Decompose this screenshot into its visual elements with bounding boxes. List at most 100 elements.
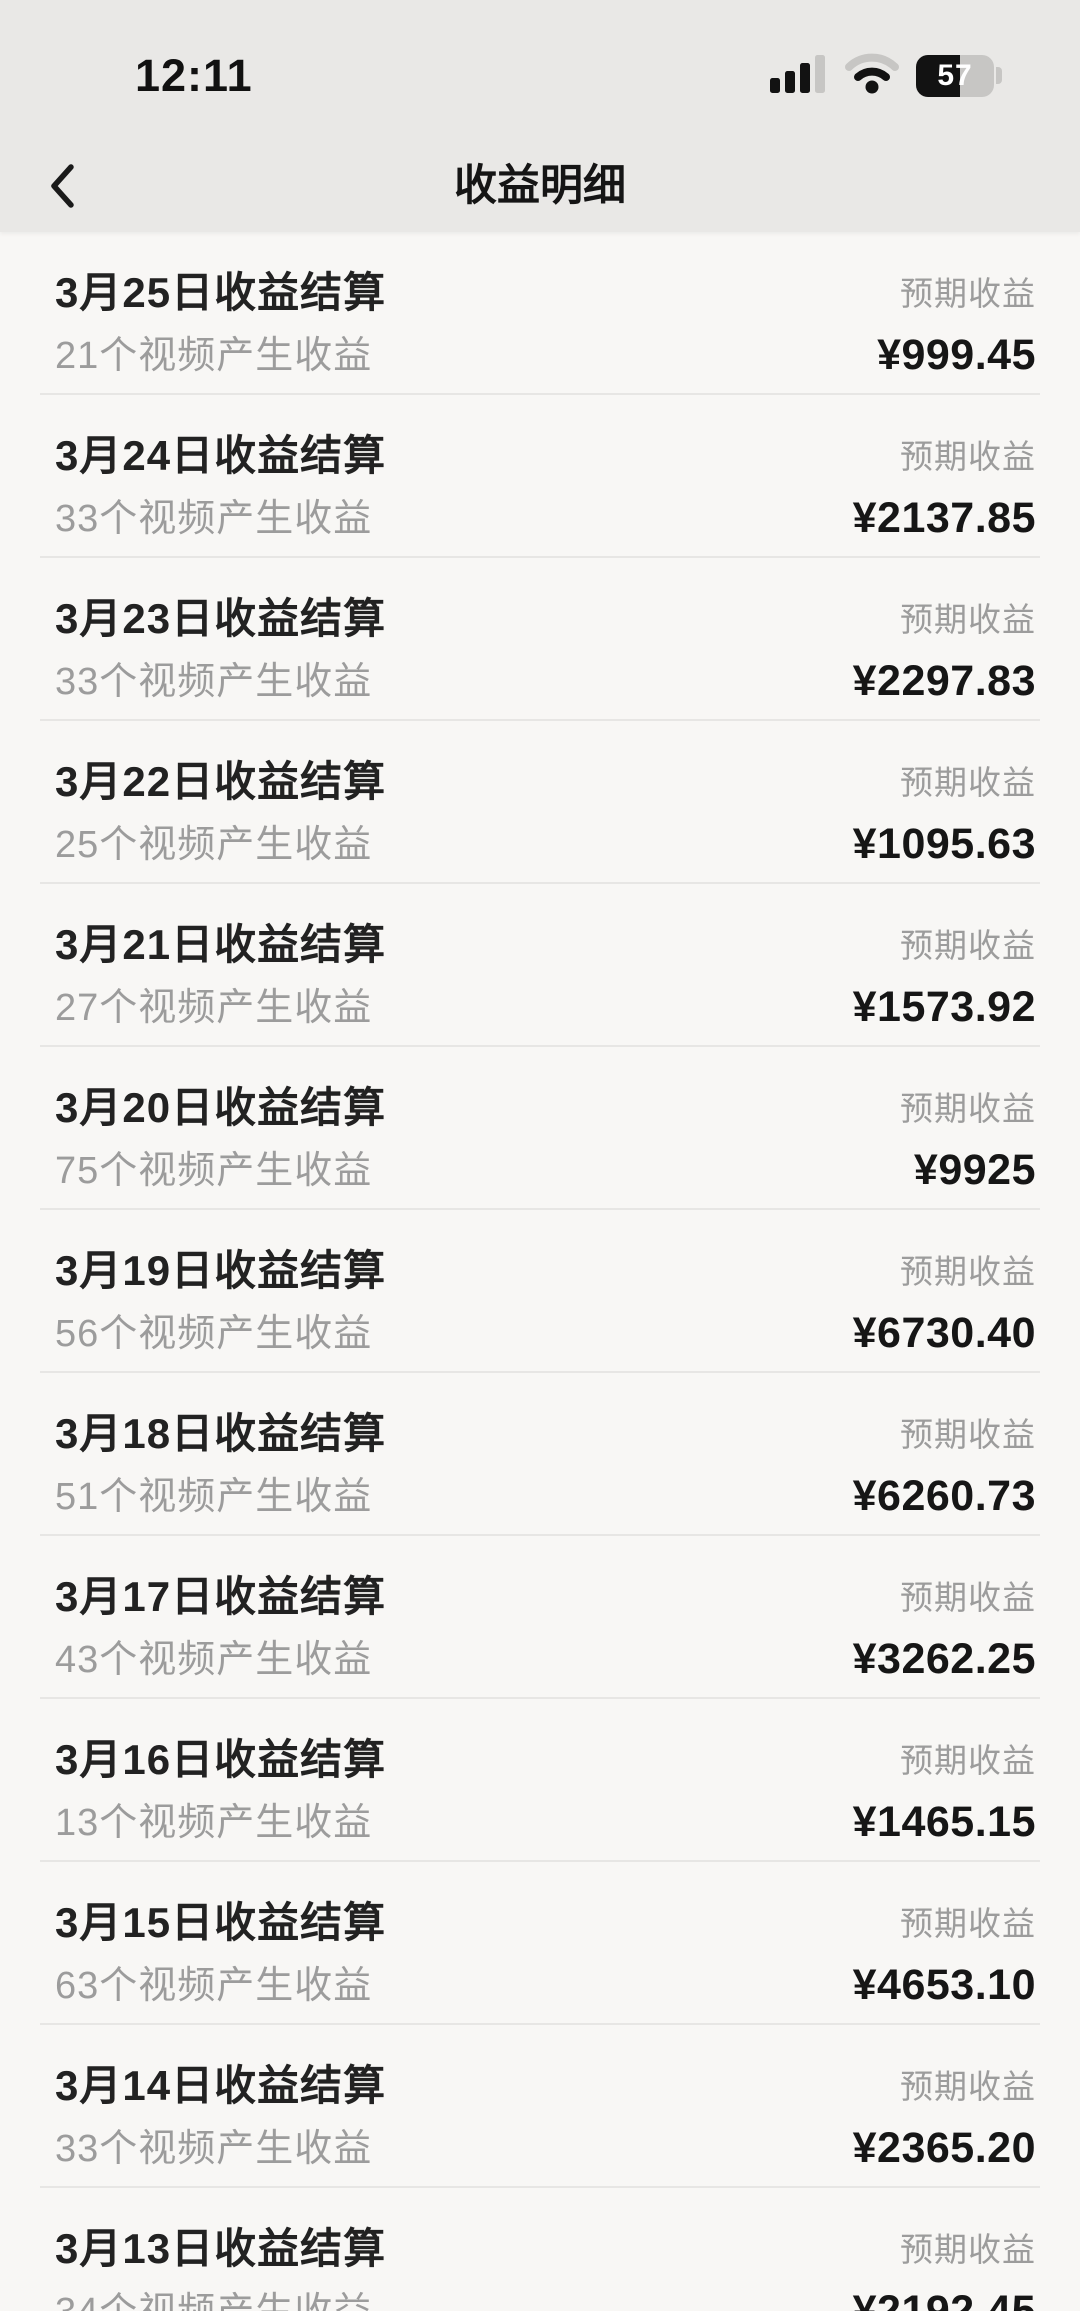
expected-income-label: 预期收益 [900, 927, 1036, 964]
item-left-column: 3月22日收益结算 25个视频产生收益 [55, 757, 386, 869]
earnings-list-item[interactable]: 3月23日收益结算 33个视频产生收益 预期收益 ¥2297.83 [0, 558, 1080, 721]
battery-nub [996, 67, 1002, 84]
item-right-column: 预期收益 ¥2137.85 [853, 431, 1036, 543]
status-time: 12:11 [135, 50, 253, 101]
item-video-count: 34个视频产生收益 [55, 2288, 386, 2311]
item-video-count: 33个视频产生收益 [55, 661, 373, 703]
item-date-title: 3月15日收益结算 [55, 1899, 387, 1946]
expected-income-label: 预期收益 [900, 1905, 1036, 1942]
item-date-title: 3月25日收益结算 [55, 269, 387, 316]
item-left-column: 3月18日收益结算 51个视频产生收益 [55, 1409, 386, 1521]
item-right-column: 预期收益 ¥4653.10 [853, 1898, 1036, 2010]
earnings-list-item[interactable]: 3月14日收益结算 33个视频产生收益 预期收益 ¥2365.20 [0, 2025, 1080, 2188]
item-left-column: 3月17日收益结算 43个视频产生收益 [55, 1572, 386, 1684]
item-left-column: 3月19日收益结算 56个视频产生收益 [55, 1246, 386, 1358]
item-left-column: 3月25日收益结算 21个视频产生收益 [55, 268, 386, 380]
earnings-list-item[interactable]: 3月21日收益结算 27个视频产生收益 预期收益 ¥1573.92 [0, 884, 1080, 1047]
item-video-count: 51个视频产生收益 [55, 1476, 373, 1518]
item-video-count: 63个视频产生收益 [55, 1965, 373, 2007]
item-date-title: 3月24日收益结算 [55, 432, 387, 479]
item-video-count: 27个视频产生收益 [55, 987, 373, 1029]
item-amount: ¥9925 [913, 1146, 1036, 1194]
cellular-signal-icon [770, 53, 828, 98]
item-amount: ¥6260.73 [852, 1472, 1036, 1520]
item-video-count: 21个视频产生收益 [55, 335, 373, 377]
expected-income-label: 预期收益 [900, 1253, 1036, 1290]
item-left-column: 3月16日收益结算 13个视频产生收益 [55, 1735, 386, 1847]
item-video-count: 43个视频产生收益 [55, 1639, 373, 1681]
item-right-column: 预期收益 ¥6730.40 [853, 1246, 1036, 1358]
item-amount: ¥2297.83 [852, 657, 1036, 705]
expected-income-label: 预期收益 [900, 2231, 1036, 2268]
item-right-column: 预期收益 ¥1095.63 [853, 757, 1036, 869]
item-date-title: 3月18日收益结算 [55, 1410, 387, 1457]
item-right-column: 预期收益 ¥1573.92 [853, 920, 1036, 1032]
expected-income-label: 预期收益 [900, 275, 1036, 312]
item-video-count: 33个视频产生收益 [55, 498, 373, 540]
item-amount: ¥3262.25 [852, 1635, 1036, 1683]
item-video-count: 75个视频产生收益 [55, 1150, 373, 1192]
chevron-left-icon [48, 162, 76, 215]
item-amount: ¥2365.20 [852, 2124, 1036, 2172]
item-right-column: 预期收益 ¥3262.25 [853, 1572, 1036, 1684]
battery-icon: 57 [916, 54, 1002, 97]
item-left-column: 3月15日收益结算 63个视频产生收益 [55, 1898, 386, 2010]
wifi-icon [844, 52, 900, 99]
item-amount: ¥2192.45 [852, 2287, 1036, 2311]
item-date-title: 3月17日收益结算 [55, 1573, 387, 1620]
status-icons: 57 [770, 52, 1002, 99]
earnings-list-item[interactable]: 3月15日收益结算 63个视频产生收益 预期收益 ¥4653.10 [0, 1862, 1080, 2025]
item-date-title: 3月23日收益结算 [55, 595, 387, 642]
battery-body: 57 [916, 54, 994, 97]
page-title: 收益明细 [454, 162, 626, 210]
earnings-list-item[interactable]: 3月22日收益结算 25个视频产生收益 预期收益 ¥1095.63 [0, 721, 1080, 884]
item-left-column: 3月23日收益结算 33个视频产生收益 [55, 594, 386, 706]
expected-income-label: 预期收益 [900, 438, 1036, 475]
earnings-list-item[interactable]: 3月19日收益结算 56个视频产生收益 预期收益 ¥6730.40 [0, 1210, 1080, 1373]
status-bar: 12:11 [0, 50, 1080, 101]
expected-income-label: 预期收益 [900, 764, 1036, 801]
expected-income-label: 预期收益 [900, 1579, 1036, 1616]
item-video-count: 25个视频产生收益 [55, 824, 373, 866]
item-video-count: 13个视频产生收益 [55, 1802, 373, 1844]
expected-income-label: 预期收益 [900, 1090, 1036, 1127]
item-left-column: 3月24日收益结算 33个视频产生收益 [55, 431, 386, 543]
item-left-column: 3月20日收益结算 75个视频产生收益 [55, 1083, 386, 1195]
item-video-count: 56个视频产生收益 [55, 1313, 373, 1355]
item-date-title: 3月13日收益结算 [55, 2225, 387, 2272]
item-amount: ¥4653.10 [852, 1961, 1036, 2009]
expected-income-label: 预期收益 [900, 1416, 1036, 1453]
item-right-column: 预期收益 ¥2365.20 [853, 2061, 1036, 2173]
item-amount: ¥6730.40 [852, 1309, 1036, 1357]
item-left-column: 3月21日收益结算 27个视频产生收益 [55, 920, 386, 1032]
item-date-title: 3月19日收益结算 [55, 1247, 387, 1294]
item-amount: ¥2137.85 [852, 494, 1036, 542]
item-amount: ¥1573.92 [852, 983, 1036, 1031]
expected-income-label: 预期收益 [900, 1742, 1036, 1779]
earnings-list-item[interactable]: 3月13日收益结算 34个视频产生收益 预期收益 ¥2192.45 [0, 2188, 1080, 2311]
item-right-column: 预期收益 ¥9925 [900, 1083, 1036, 1195]
earnings-list-item[interactable]: 3月24日收益结算 33个视频产生收益 预期收益 ¥2137.85 [0, 395, 1080, 558]
expected-income-label: 预期收益 [900, 601, 1036, 638]
item-right-column: 预期收益 ¥1465.15 [853, 1735, 1036, 1847]
item-amount: ¥999.45 [877, 331, 1036, 379]
item-date-title: 3月14日收益结算 [55, 2062, 387, 2109]
nav-bar: 收益明细 [0, 148, 1080, 232]
item-right-column: 预期收益 ¥6260.73 [853, 1409, 1036, 1521]
item-left-column: 3月14日收益结算 33个视频产生收益 [55, 2061, 386, 2173]
item-right-column: 预期收益 ¥999.45 [877, 268, 1036, 380]
item-right-column: 预期收益 ¥2192.45 [853, 2224, 1036, 2311]
item-amount: ¥1095.63 [852, 820, 1036, 868]
earnings-list-item[interactable]: 3月17日收益结算 43个视频产生收益 预期收益 ¥3262.25 [0, 1536, 1080, 1699]
back-button[interactable] [30, 156, 94, 220]
earnings-list-item[interactable]: 3月25日收益结算 21个视频产生收益 预期收益 ¥999.45 [0, 232, 1080, 395]
item-date-title: 3月20日收益结算 [55, 1084, 387, 1131]
earnings-list-item[interactable]: 3月16日收益结算 13个视频产生收益 预期收益 ¥1465.15 [0, 1699, 1080, 1862]
battery-percent-text: 57 [937, 58, 973, 92]
earnings-list-item[interactable]: 3月20日收益结算 75个视频产生收益 预期收益 ¥9925 [0, 1047, 1080, 1210]
item-date-title: 3月16日收益结算 [55, 1736, 387, 1783]
item-date-title: 3月21日收益结算 [55, 921, 387, 968]
expected-income-label: 预期收益 [900, 2068, 1036, 2105]
earnings-list-item[interactable]: 3月18日收益结算 51个视频产生收益 预期收益 ¥6260.73 [0, 1373, 1080, 1536]
